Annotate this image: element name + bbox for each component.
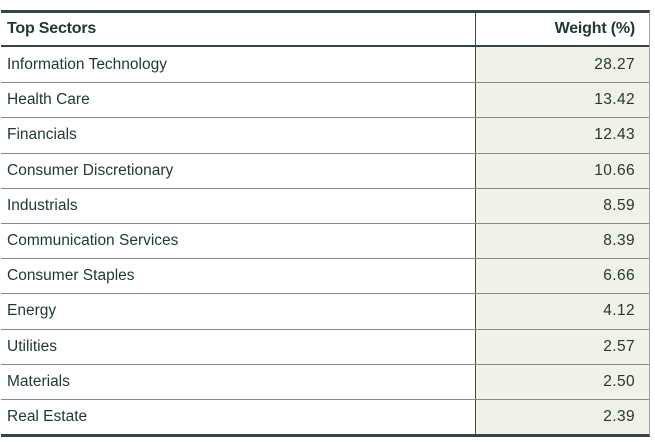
header-cell-top-sectors: Top Sectors (1, 13, 475, 45)
table-row: Consumer Staples 6.66 (1, 258, 649, 294)
table-row: Information Technology 28.27 (1, 47, 649, 83)
weight-value: 2.57 (603, 337, 635, 355)
weight-cell: 8.59 (475, 188, 649, 223)
weight-value: 10.66 (594, 161, 635, 179)
weight-cell: 2.39 (475, 399, 649, 435)
sector-label: Materials (7, 372, 70, 390)
weight-value: 6.66 (603, 267, 635, 285)
weight-cell: 6.66 (475, 259, 649, 294)
weight-value: 8.59 (603, 196, 635, 214)
top-sectors-table: Top Sectors Weight (%) Information Techn… (1, 10, 650, 438)
sector-label: Financials (7, 126, 77, 144)
table-row: Consumer Discretionary 10.66 (1, 152, 649, 188)
sector-cell: Information Technology (1, 47, 475, 83)
sector-cell: Materials (1, 364, 475, 399)
weight-cell: 12.43 (475, 118, 649, 153)
sector-label: Communication Services (7, 232, 179, 250)
table-row: Materials 2.50 (1, 363, 649, 399)
sector-label: Utilities (7, 337, 57, 355)
weight-value: 13.42 (594, 91, 635, 109)
sector-cell: Financials (1, 118, 475, 153)
sector-label: Information Technology (7, 55, 167, 73)
weight-cell: 8.39 (475, 223, 649, 259)
weight-value: 4.12 (603, 302, 635, 320)
table-row: Real Estate 2.39 (1, 398, 649, 435)
table-row: Health Care 13.42 (1, 82, 649, 118)
header-cell-weight: Weight (%) (475, 13, 649, 45)
weight-cell: 2.57 (475, 329, 649, 364)
sector-label: Real Estate (7, 407, 88, 425)
top-sectors-header-label: Top Sectors (7, 20, 97, 37)
weight-value: 2.39 (603, 407, 635, 425)
weight-cell: 28.27 (475, 47, 649, 83)
sector-cell: Real Estate (1, 399, 475, 435)
table-row: Industrials 8.59 (1, 187, 649, 223)
weight-value: 28.27 (594, 55, 635, 73)
sector-cell: Utilities (1, 329, 475, 364)
sector-label: Consumer Discretionary (7, 161, 174, 179)
sector-label: Industrials (7, 196, 78, 214)
weight-value: 12.43 (594, 126, 635, 144)
weight-cell: 4.12 (475, 294, 649, 329)
table-header-row: Top Sectors Weight (%) (1, 13, 649, 47)
weight-cell: 10.66 (475, 153, 649, 188)
sector-cell: Health Care (1, 83, 475, 118)
sector-cell: Consumer Discretionary (1, 153, 475, 188)
table-row: Utilities 2.57 (1, 328, 649, 364)
sector-label: Consumer Staples (7, 267, 135, 285)
weight-cell: 2.50 (475, 364, 649, 399)
weight-cell: 13.42 (475, 83, 649, 118)
table-row: Energy 4.12 (1, 293, 649, 329)
sector-cell: Consumer Staples (1, 259, 475, 294)
sector-cell: Industrials (1, 188, 475, 223)
table-row: Communication Services 8.39 (1, 222, 649, 259)
weight-value: 8.39 (603, 232, 635, 250)
sector-label: Energy (7, 302, 57, 320)
weight-header-label: Weight (%) (554, 20, 636, 37)
weight-value: 2.50 (603, 372, 635, 390)
sector-cell: Energy (1, 294, 475, 329)
sector-cell: Communication Services (1, 223, 475, 259)
table-row: Financials 12.43 (1, 117, 649, 153)
sector-label: Health Care (7, 91, 90, 109)
